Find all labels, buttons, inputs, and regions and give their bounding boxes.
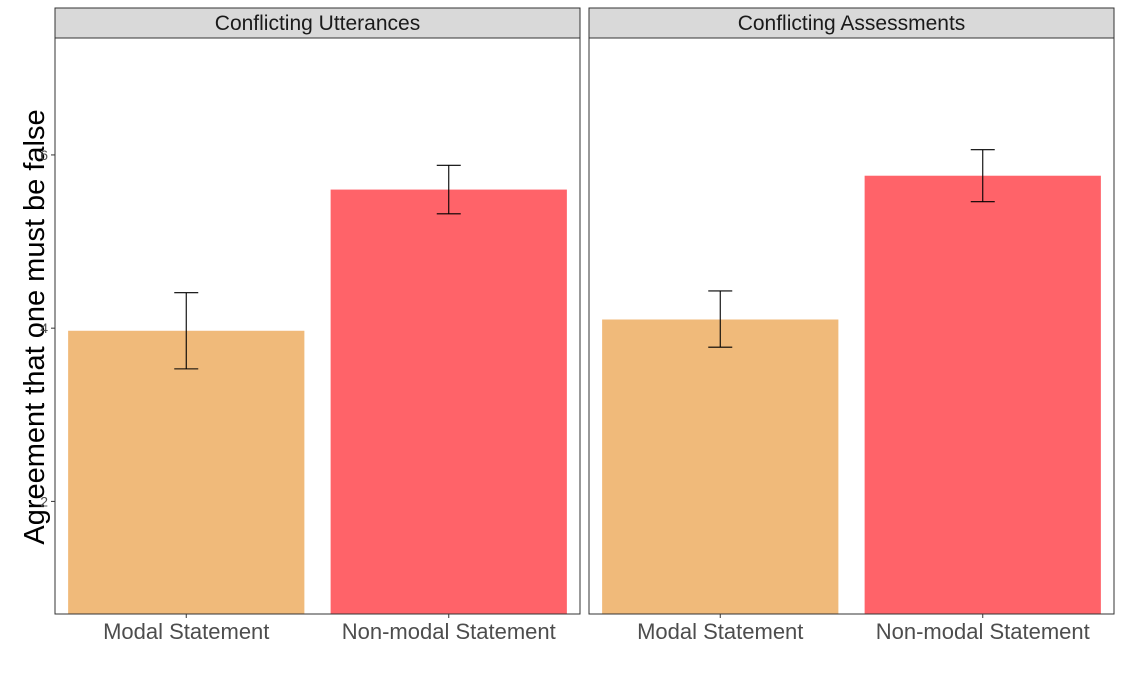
bar <box>68 330 305 614</box>
panel-border <box>588 37 1115 615</box>
x-tick-label: Modal Statement <box>637 619 803 644</box>
x-tick-label: Non-modal Statement <box>876 619 1090 644</box>
chart-panels: Conflicting Utterances Modal Statement Non… <box>40 7 1115 644</box>
x-tick-label: Non-modal Statement <box>342 619 556 644</box>
x-tick-label: Modal Statement <box>103 619 269 644</box>
error-bar <box>708 290 733 348</box>
y-axis-title: Agreement that one must be false <box>19 109 51 544</box>
bar <box>864 175 1101 614</box>
error-bar <box>436 164 461 215</box>
error-bar <box>970 149 995 203</box>
panel-title: Conflicting Utterances <box>215 12 420 35</box>
y-tick-label: 4 <box>40 320 48 336</box>
panel-strip <box>54 7 581 39</box>
panel-strip <box>588 7 1115 39</box>
error-bar <box>174 292 199 370</box>
y-tick-label: 2 <box>40 493 48 509</box>
panel-title: Conflicting Assessments <box>738 12 966 35</box>
bar <box>602 319 839 614</box>
panel: Conflicting Utterances Modal Statement Non… <box>40 7 581 644</box>
y-tick-label: 6 <box>40 147 48 163</box>
panel: Conflicting Assessments Modal Statement No… <box>588 7 1115 644</box>
panel-border <box>54 37 581 615</box>
bar <box>330 189 567 614</box>
